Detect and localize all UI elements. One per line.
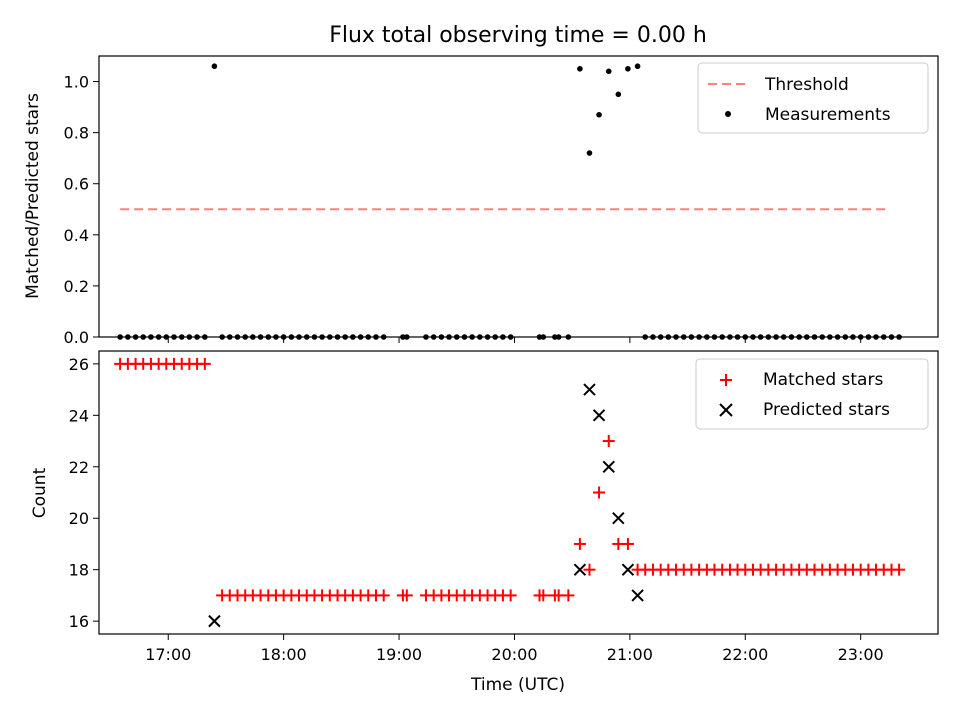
top-plot-area — [117, 63, 902, 340]
matched-star-point — [593, 486, 606, 499]
matched-star-point — [198, 357, 211, 370]
bottom-legend: Matched stars Predicted stars — [695, 358, 929, 430]
matched-star-point — [573, 537, 586, 550]
bottom-ytick-label: 26 — [69, 355, 89, 374]
top-ytick-label: 0.8 — [64, 124, 89, 143]
matched-star-point — [377, 589, 390, 602]
x-axis-label: Time (UTC) — [470, 675, 565, 695]
bottom-plot-area — [114, 357, 906, 628]
predicted-star-point — [621, 563, 635, 576]
top-ytick-label: 1.0 — [64, 73, 89, 92]
legend-matched-swatch — [720, 374, 732, 386]
top-panel: Flux total observing time = 0.00 h Match… — [23, 23, 939, 347]
legend-predicted-label: Predicted stars — [763, 400, 890, 420]
bottom-ytick-label: 24 — [69, 406, 89, 425]
legend-threshold-label: Threshold — [764, 75, 849, 95]
top-ytick-label: 0.4 — [64, 226, 89, 245]
predicted-star-point — [583, 383, 596, 396]
measurement-point — [586, 150, 593, 156]
matched-star-point — [562, 589, 575, 602]
matched-star-point — [504, 589, 517, 602]
top-x-ticks — [167, 337, 862, 343]
measurement-point — [634, 63, 641, 70]
predicted-star-point — [573, 563, 587, 576]
matched-star-point — [893, 563, 906, 576]
predicted-star-point — [612, 512, 625, 525]
top-ytick-label: 0.0 — [64, 328, 89, 347]
predicted-star-point — [208, 614, 221, 628]
bottom-y-ticks: 16 18 20 22 24 26 — [69, 355, 99, 631]
predicted-star-point — [602, 460, 615, 473]
bottom-ytick-label: 22 — [69, 458, 89, 477]
measurement-point — [605, 68, 612, 75]
legend-predicted-swatch — [719, 403, 733, 417]
measurement-point — [211, 63, 218, 70]
bottom-panel: Count Time (UTC) 16 18 20 22 24 26 17:00 18:00… — [30, 350, 939, 695]
top-y-ticks: 0.0 0.2 0.4 0.6 0.8 1.0 — [64, 73, 99, 347]
top-ytick-label: 0.6 — [64, 175, 89, 194]
predicted-star-point — [631, 589, 644, 602]
bottom-xtick-label: 22:00 — [722, 645, 768, 664]
legend-measurements-swatch — [725, 111, 731, 117]
chart-title: Flux total observing time = 0.00 h — [329, 23, 707, 48]
legend-matched-label: Matched stars — [763, 370, 883, 390]
matched-star-point — [583, 563, 596, 576]
measurement-point — [625, 65, 631, 72]
bottom-axes-frame — [98, 350, 939, 635]
legend-measurements-label: Measurements — [765, 105, 891, 125]
measurement-point — [596, 111, 602, 118]
bottom-ytick-label: 18 — [69, 561, 89, 580]
bottom-ytick-label: 20 — [69, 509, 89, 528]
bottom-xtick-label: 18:00 — [261, 645, 307, 664]
top-axes-frame — [98, 55, 939, 338]
bottom-xtick-label: 23:00 — [838, 645, 884, 664]
top-y-axis-label: Matched/Predicted stars — [23, 93, 43, 299]
matched-star-point — [537, 589, 550, 602]
measurement-point — [577, 65, 583, 72]
top-legend: Threshold Measurements — [697, 62, 929, 134]
matched-star-point — [400, 589, 413, 602]
bottom-y-axis-label: Count — [30, 467, 50, 518]
bottom-ytick-label: 16 — [69, 612, 89, 631]
bottom-xtick-label: 21:00 — [607, 645, 653, 664]
matched-star-point — [602, 435, 615, 448]
measurement-point — [615, 91, 622, 98]
matched-star-point — [621, 537, 634, 550]
bottom-xtick-label: 17:00 — [145, 645, 191, 664]
bottom-xtick-label: 19:00 — [376, 645, 422, 664]
bottom-xtick-label: 20:00 — [491, 645, 537, 664]
top-ytick-label: 0.2 — [64, 277, 89, 296]
bottom-x-ticks: 17:00 18:00 19:00 20:00 21:00 22:00 23:00 — [145, 634, 884, 664]
predicted-star-point — [592, 409, 606, 422]
